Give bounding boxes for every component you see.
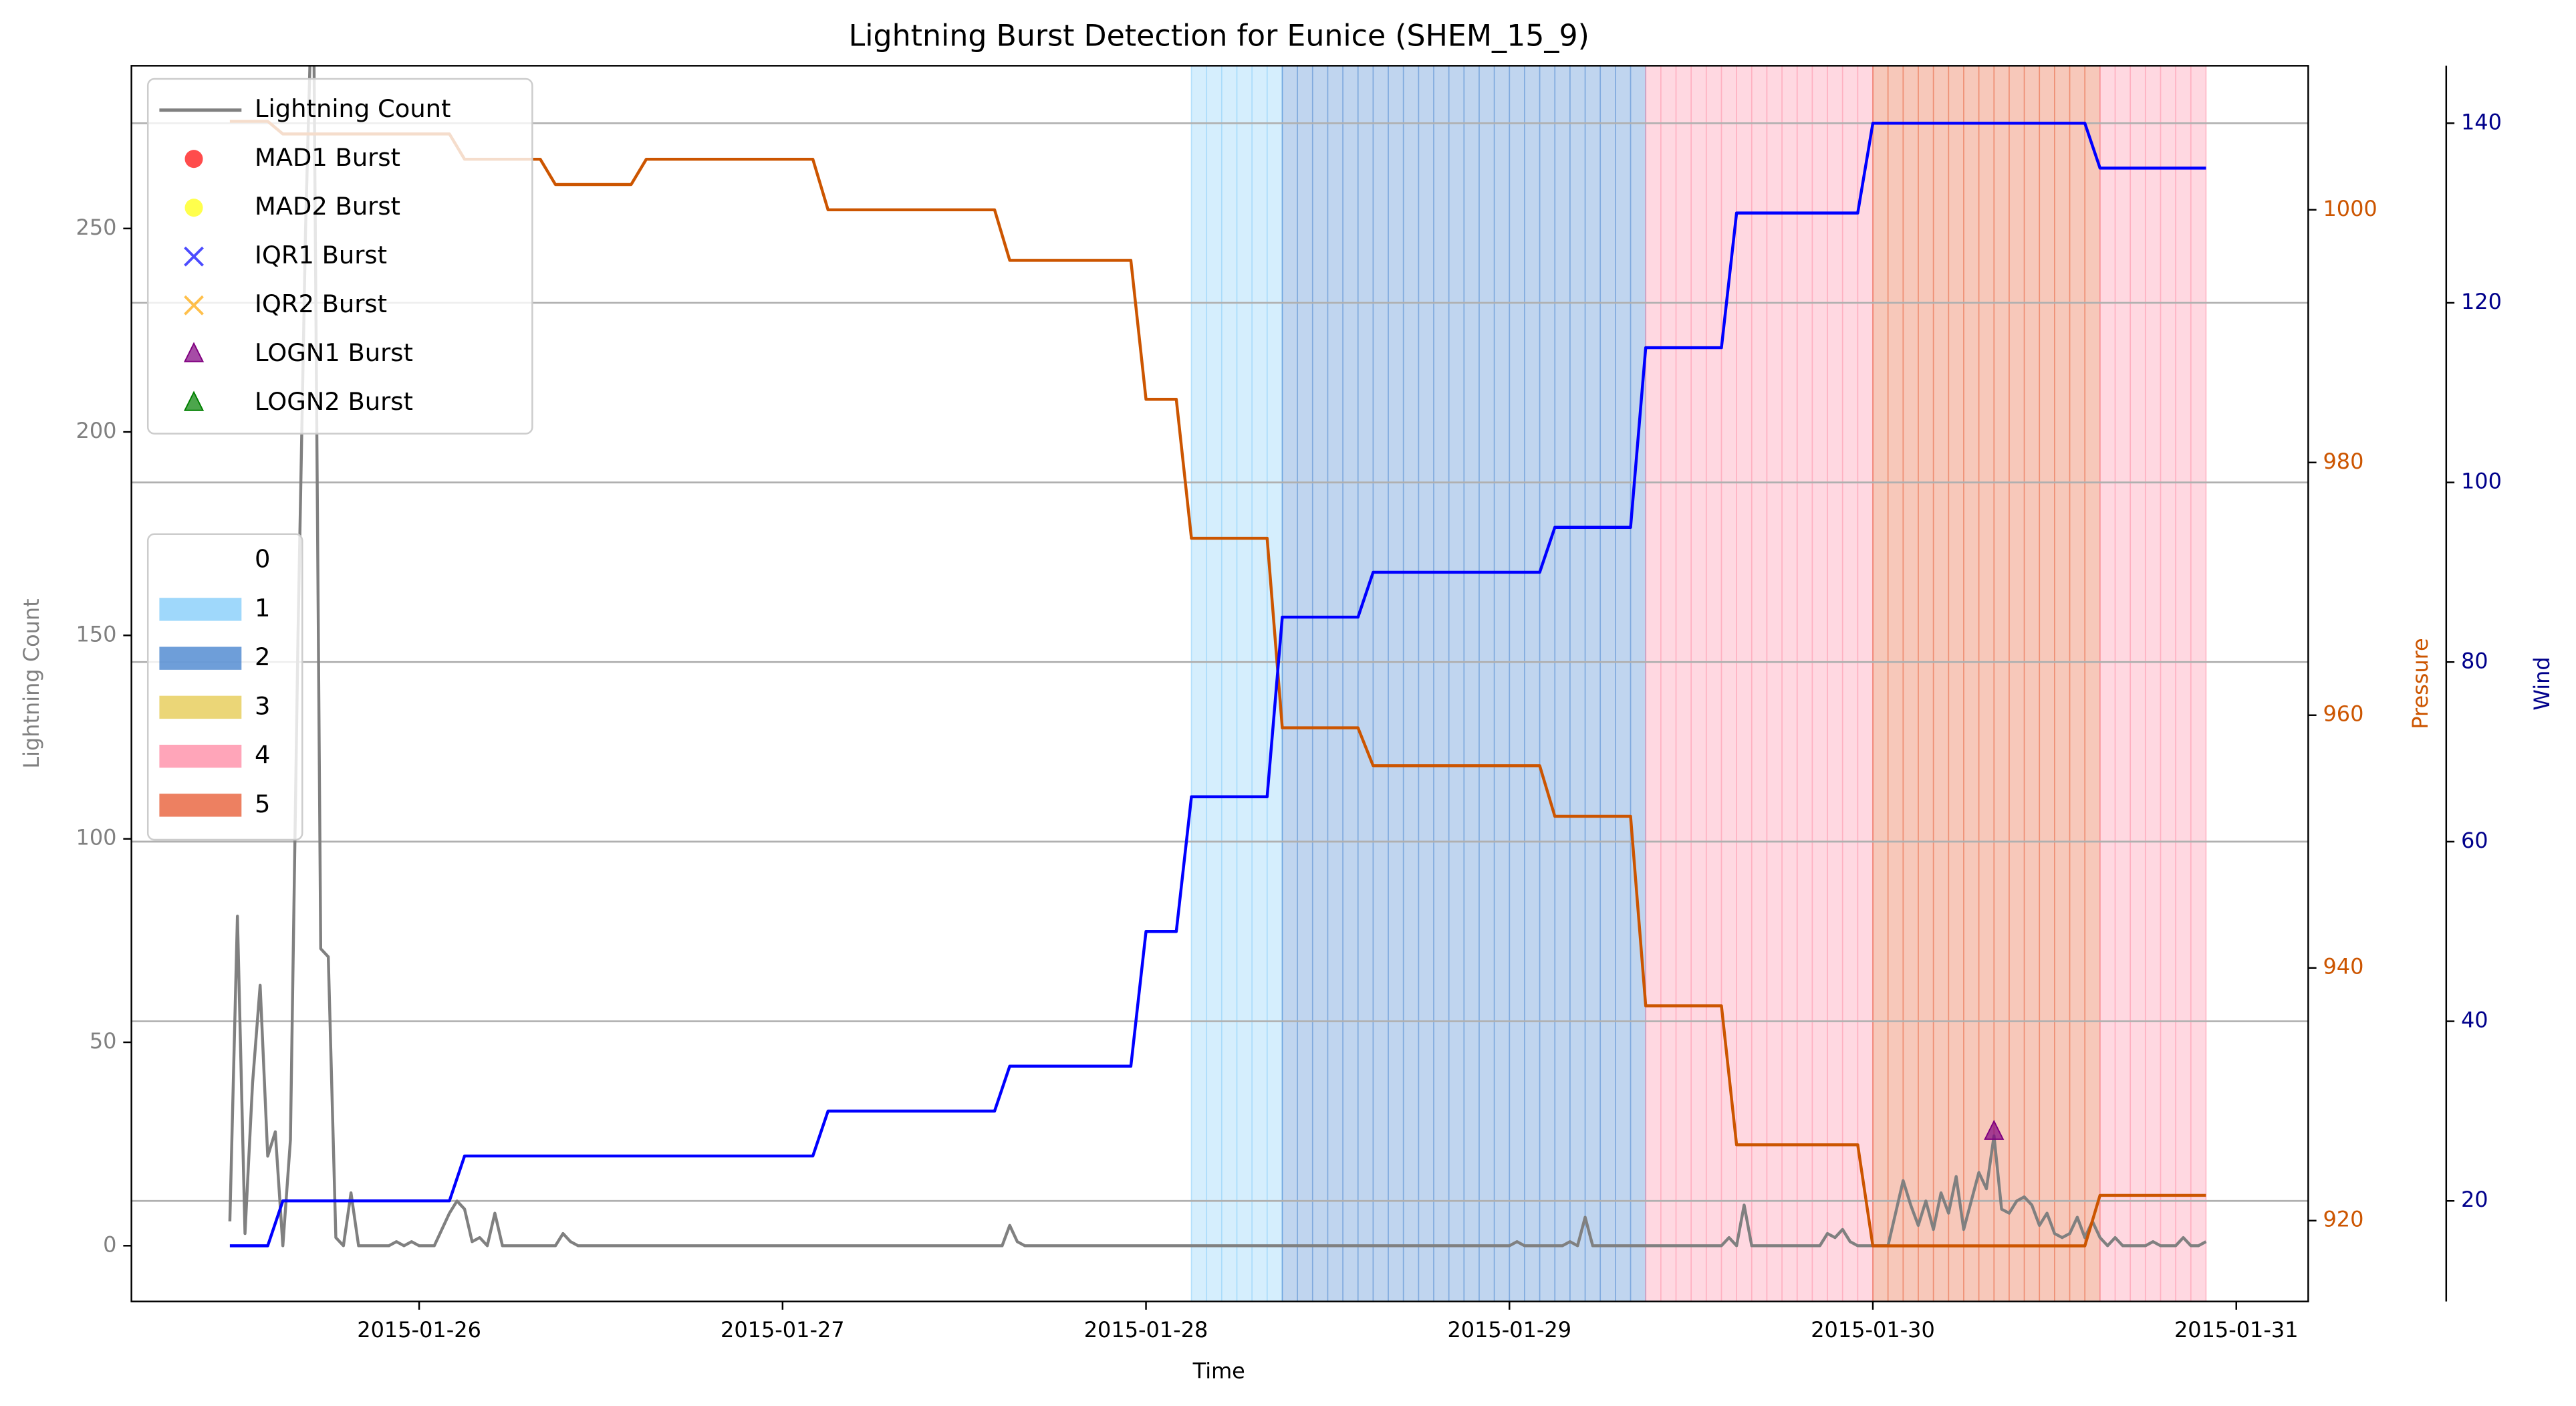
- legend-label: Lightning Count: [255, 94, 451, 123]
- y3-tick-label: 60: [2461, 828, 2488, 853]
- y3-tick-label: 40: [2461, 1008, 2488, 1033]
- x-tick-label: 2015-01-27: [721, 1317, 845, 1342]
- y2-tick-label: 1000: [2323, 196, 2377, 221]
- band-legend-label: 1: [255, 594, 270, 622]
- series-line: [229, 120, 2206, 1248]
- burst-marker: [184, 295, 204, 316]
- y2-tick-label: 920: [2323, 1207, 2363, 1232]
- y2-tick-label: 960: [2323, 701, 2363, 727]
- x-tick-label: 2015-01-28: [1084, 1317, 1208, 1342]
- band-legend-patch: [159, 647, 242, 670]
- y-axis-label: Lightning Count: [19, 598, 44, 768]
- x-tick-label: 2015-01-30: [1811, 1317, 1935, 1342]
- legend-label: IQR1 Burst: [255, 241, 387, 269]
- legend-label: LOGN2 Burst: [255, 387, 413, 416]
- y3-tick-label: 80: [2461, 648, 2488, 673]
- axes-layer: 2015-01-26 2015-01-27 2015-01-28 2015-01-29…: [76, 65, 2502, 1342]
- category-band: [1873, 66, 2100, 1302]
- y2-tick-label: 940: [2323, 954, 2363, 979]
- band-legend-patch: [159, 794, 242, 817]
- burst-marker: [184, 150, 203, 168]
- y-tick-label: 200: [76, 418, 117, 443]
- band-legend-label: 4: [255, 741, 270, 770]
- burst-marker: [183, 390, 205, 411]
- legend-layer: Lightning Count MAD1 Burst MAD2 Burst IQR1 …: [146, 78, 533, 841]
- y3-axis-label: Wind: [2529, 657, 2555, 710]
- y3-tick-label: 140: [2461, 109, 2502, 134]
- x-tick-label: 2015-01-26: [357, 1317, 481, 1342]
- legend-label: LOGN1 Burst: [255, 338, 413, 367]
- category-band: [1646, 66, 1874, 1302]
- y-tick-label: 100: [76, 825, 117, 850]
- plot-frame: [130, 65, 2309, 1302]
- band-legend-patch: [159, 598, 242, 621]
- y3-tick-label: 120: [2461, 289, 2502, 314]
- y-tick-label: 0: [103, 1232, 116, 1257]
- burst-marker: [184, 246, 204, 267]
- bands-layer: [1190, 66, 2207, 1302]
- band-legend-patch: [159, 744, 242, 768]
- y2-axis-label: Pressure: [2408, 638, 2433, 729]
- y3-tick-label: 20: [2461, 1187, 2488, 1212]
- legend-label: MAD1 Burst: [255, 143, 400, 172]
- series-line: [229, 122, 2206, 1248]
- series-line: [228, 66, 2207, 1248]
- band-legend-label: 0: [255, 545, 270, 574]
- y-tick-label: 50: [90, 1028, 117, 1054]
- x-tick-label: 2015-01-31: [2174, 1317, 2299, 1342]
- band-legend-patch: [159, 695, 242, 719]
- y-tick-label: 150: [76, 621, 117, 647]
- x-tick-label: 2015-01-29: [1447, 1317, 1571, 1342]
- chart-title: Lightning Burst Detection for Eunice (SH…: [849, 19, 1589, 53]
- category-band: [2099, 66, 2206, 1302]
- band-legend-label: 5: [255, 790, 270, 818]
- y2-tick-label: 980: [2323, 449, 2363, 474]
- band-legend-label: 2: [255, 642, 270, 671]
- legend-box: [146, 78, 533, 435]
- y3-tick-label: 100: [2461, 469, 2502, 494]
- burst-marker: [183, 342, 205, 362]
- legend-label: IQR2 Burst: [255, 289, 387, 318]
- x-axis-label: Time: [1192, 1358, 1245, 1383]
- y-tick-label: 250: [76, 215, 117, 240]
- lines-layer: [228, 66, 2207, 1248]
- legend-label: MAD2 Burst: [255, 192, 400, 221]
- burst-marker: [184, 199, 203, 217]
- burst-marker: [1984, 1119, 2005, 1140]
- band-legend-label: 3: [255, 691, 270, 720]
